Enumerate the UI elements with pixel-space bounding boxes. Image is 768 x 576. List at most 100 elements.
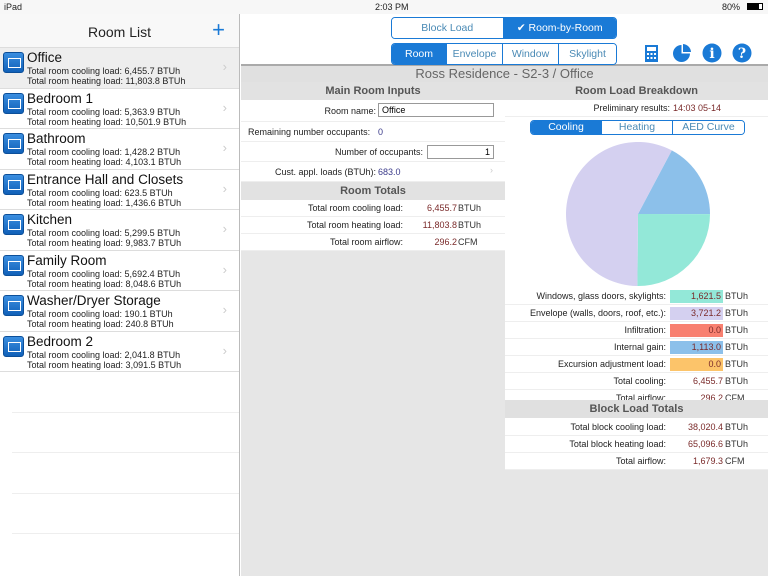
- breakdown-unit: BTUh: [725, 325, 749, 335]
- breakdown-value-swatch: 0.0: [670, 324, 723, 337]
- room-name-input[interactable]: [378, 103, 494, 117]
- empty-row: [12, 453, 239, 494]
- row-unit: BTUh: [725, 422, 749, 432]
- room-heating-load: Total room heating load: 3,091.5 BTUh: [27, 359, 182, 370]
- row-unit: CFM: [725, 456, 745, 466]
- total-row: Total block heating load: 65,096.6 BTUh: [505, 436, 768, 453]
- pie-slice: [566, 142, 672, 286]
- chevron-right-icon: ›: [222, 140, 227, 155]
- breakdown-label: Internal gain:: [613, 342, 666, 352]
- breakdown-row: Windows, glass doors, skylights: 1,621.5…: [505, 288, 768, 305]
- tab-skylight[interactable]: Skylight: [559, 44, 616, 64]
- battery-icon: [747, 3, 763, 10]
- room-list-panel: Room List + Office Total room cooling lo…: [0, 14, 240, 576]
- tab-cooling[interactable]: Cooling: [531, 121, 602, 134]
- main-room-inputs-header: Main Room Inputs: [241, 82, 505, 100]
- room-name: Bedroom 1: [27, 90, 94, 106]
- remaining-occupants-value: 0: [378, 127, 384, 137]
- breakdown-tabs: Cooling Heating AED Curve: [530, 120, 745, 135]
- breakdown-unit: BTUh: [725, 308, 749, 318]
- row-unit: CFM: [458, 237, 478, 247]
- room-list-item[interactable]: Bathroom Total room cooling load: 1,428.…: [0, 129, 239, 170]
- room-list-item[interactable]: Family Room Total room cooling load: 5,6…: [0, 251, 239, 291]
- breakdown-label: Excursion adjustment load:: [557, 359, 666, 369]
- tab-aed-curve[interactable]: AED Curve: [673, 121, 744, 134]
- room-heating-load: Total room heating load: 10,501.9 BTUh: [27, 116, 187, 127]
- calculator-icon[interactable]: [642, 44, 661, 63]
- room-name-label: Room name:: [324, 106, 376, 116]
- clock: 2:03 PM: [375, 2, 409, 12]
- row-value: 296.2: [434, 237, 457, 247]
- room-name-row: Room name:: [241, 100, 505, 122]
- custom-appliance-loads-label: Cust. appl. loads (BTUh):: [274, 167, 376, 177]
- main-area: Block Load ✔ Room-by-Room Room Envelope …: [241, 14, 768, 576]
- room-icon: [3, 295, 24, 316]
- room-icon: [3, 133, 24, 154]
- pie-chart-icon[interactable]: [671, 43, 692, 64]
- help-icon[interactable]: ?: [732, 43, 752, 63]
- room-cooling-load: Total room cooling load: 1,428.2 BTUh: [27, 147, 181, 157]
- add-room-button[interactable]: +: [212, 17, 225, 42]
- room-list-item[interactable]: Entrance Hall and Closets Total room coo…: [0, 170, 239, 210]
- empty-row: [12, 372, 239, 413]
- empty-row: [12, 413, 239, 453]
- tab-heating[interactable]: Heating: [602, 121, 673, 134]
- pie-slice: [638, 150, 710, 215]
- room-icon: [3, 335, 24, 357]
- cooling-pie-chart: [566, 142, 710, 286]
- room-name: Kitchen: [27, 212, 73, 227]
- device-label: iPad: [4, 2, 23, 12]
- tab-envelope[interactable]: Envelope: [447, 44, 503, 64]
- info-icon[interactable]: i: [702, 43, 722, 63]
- room-cooling-load: Total room cooling load: 623.5 BTUh: [27, 187, 173, 198]
- room-icon: [3, 92, 24, 114]
- room-list-item[interactable]: Washer/Dryer Storage Total room cooling …: [0, 291, 239, 332]
- row-unit: BTUh: [458, 203, 482, 213]
- svg-text:i: i: [709, 46, 714, 62]
- mode-segmented-control: Block Load ✔ Room-by-Room: [391, 17, 617, 39]
- chevron-right-icon: ›: [222, 261, 227, 277]
- main-room-inputs: Main Room Inputs Room name: Remaining nu…: [241, 82, 505, 251]
- room-icon: [3, 254, 24, 276]
- room-list-item[interactable]: Bedroom 2 Total room cooling load: 2,041…: [0, 332, 239, 372]
- row-unit: BTUh: [725, 439, 749, 449]
- room-name: Bathroom: [27, 131, 86, 146]
- chevron-right-icon: ›: [222, 180, 227, 196]
- room-list-title: Room List: [87, 24, 152, 40]
- custom-appliance-loads-row[interactable]: Cust. appl. loads (BTUh): 683.0 ›: [241, 162, 505, 182]
- tab-window[interactable]: Window: [503, 44, 559, 64]
- custom-appliance-loads-value: 683.0: [378, 167, 401, 177]
- breakdown-value-swatch: 3,721.2: [670, 307, 723, 320]
- room-list-item[interactable]: Kitchen Total room cooling load: 5,299.5…: [0, 210, 239, 251]
- pie-slice: [637, 214, 710, 286]
- room-cooling-load: Total room cooling load: 5,363.9 BTUh: [27, 106, 181, 117]
- row-label: Total airflow:: [615, 393, 666, 403]
- chevron-right-icon: ›: [490, 165, 493, 175]
- total-row: Total airflow: 1,679.3 CFM: [505, 453, 768, 470]
- chevron-right-icon: ›: [222, 59, 227, 74]
- room-list-header: Room List +: [0, 14, 239, 48]
- chevron-right-icon: ›: [222, 302, 227, 317]
- breakdown-value-swatch: 1,113.0: [670, 341, 723, 354]
- room-load-breakdown: Room Load Breakdown Preliminary results:…: [505, 82, 768, 470]
- tab-room[interactable]: Room: [392, 44, 447, 64]
- row-value: 11,803.8: [422, 220, 457, 230]
- remaining-occupants-row: Remaining number occupants: 0: [241, 122, 505, 142]
- room-icon: [3, 52, 24, 73]
- tab-room-by-room[interactable]: ✔ Room-by-Room: [503, 18, 616, 38]
- occupants-input[interactable]: [427, 145, 494, 159]
- row-unit: BTUh: [725, 376, 749, 386]
- room-heating-load: Total room heating load: 11,803.8 BTUh: [27, 76, 186, 86]
- room-list-item[interactable]: Bedroom 1 Total room cooling load: 5,363…: [0, 89, 239, 129]
- breakdown-value-swatch: 1,621.5: [670, 290, 723, 303]
- breakdown-unit: BTUh: [725, 342, 749, 352]
- breakdown-value-swatch: 0.0: [670, 358, 723, 371]
- total-row: Total room heating load: 11,803.8 BTUh: [241, 217, 505, 234]
- breakdown-unit: BTUh: [725, 359, 749, 369]
- room-list-item[interactable]: Office Total room cooling load: 6,455.7 …: [0, 48, 239, 89]
- room-name: Family Room: [27, 252, 107, 268]
- chevron-right-icon: ›: [222, 221, 227, 236]
- breakdown-row: Envelope (walls, doors, roof, etc.): 3,7…: [505, 305, 768, 322]
- breakdown-label: Envelope (walls, doors, roof, etc.):: [529, 308, 666, 318]
- tab-block-load[interactable]: Block Load: [392, 18, 504, 38]
